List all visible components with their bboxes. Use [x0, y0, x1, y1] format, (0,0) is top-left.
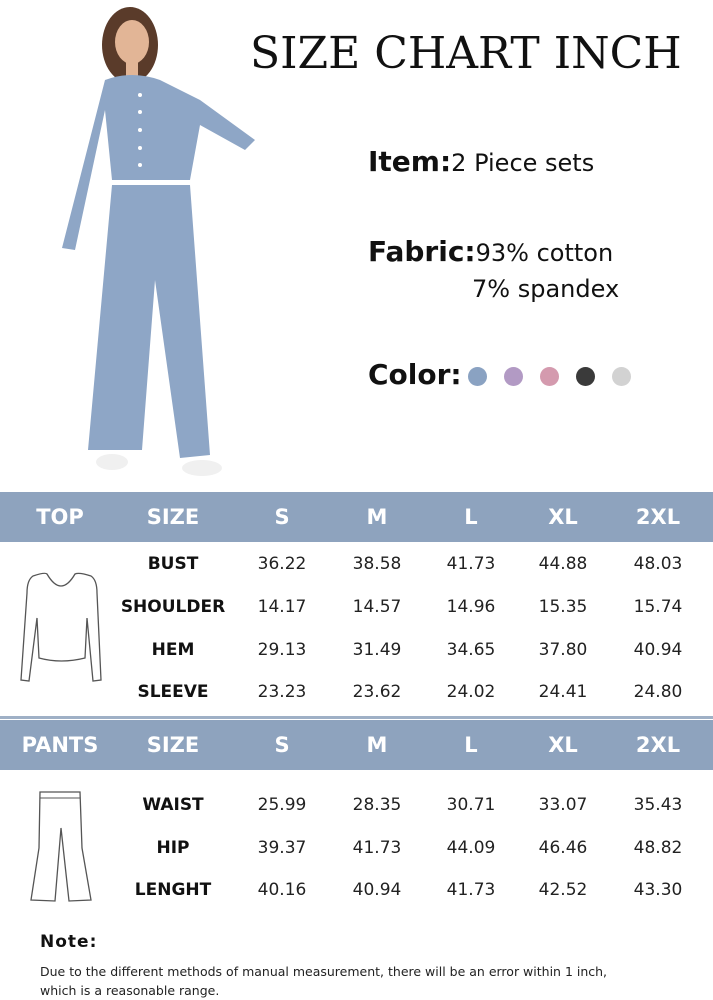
header-cell: M [366, 733, 388, 757]
item-label: Item: [368, 145, 452, 178]
pants-garment-icon [30, 791, 92, 902]
measure-value: 15.35 [538, 597, 588, 617]
header-cell: L [464, 733, 478, 757]
measure-value: 35.43 [633, 795, 683, 815]
measure-value: 25.99 [257, 795, 307, 815]
header-cell: L [464, 505, 478, 529]
header-cell: M [366, 505, 388, 529]
measure-value: 37.80 [538, 640, 588, 660]
top-table-header: TOP SIZE S M L XL 2XL [0, 492, 713, 542]
header-cell: XL [548, 505, 578, 529]
measure-value: 23.23 [257, 682, 307, 702]
divider [0, 716, 713, 719]
measure-value: 14.17 [257, 597, 307, 617]
top-garment-icon [20, 572, 102, 682]
measure-value: 40.94 [352, 880, 402, 900]
item-value: 2 Piece sets [451, 149, 595, 177]
measure-label: WAIST [142, 795, 204, 815]
measure-label: BUST [147, 554, 199, 574]
fabric-label: Fabric: [368, 235, 476, 268]
measure-value: 36.22 [257, 554, 307, 574]
measure-value: 46.46 [538, 838, 588, 858]
measure-label: HEM [151, 640, 195, 660]
measure-value: 41.73 [446, 880, 496, 900]
header-cell: SIZE [146, 505, 200, 529]
header-cell: SIZE [146, 733, 200, 757]
measure-value: 48.82 [633, 838, 683, 858]
color-label: Color: [368, 358, 462, 391]
color-swatch [612, 367, 631, 386]
measure-value: 14.57 [352, 597, 402, 617]
header-cell: XL [548, 733, 578, 757]
measure-label: SLEEVE [137, 682, 209, 702]
fabric-line1: 93% cotton [475, 239, 614, 267]
fabric-spec: Fabric:93% cotton [368, 235, 613, 268]
measure-value: 24.80 [633, 682, 683, 702]
measure-value: 24.41 [538, 682, 588, 702]
measure-value: 40.16 [257, 880, 307, 900]
measure-value: 31.49 [352, 640, 402, 660]
header-cell: 2XL [635, 733, 681, 757]
measure-value: 34.65 [446, 640, 496, 660]
measure-value: 39.37 [257, 838, 307, 858]
header-cell: TOP [36, 505, 84, 529]
measure-value: 38.58 [352, 554, 402, 574]
measure-value: 41.73 [352, 838, 402, 858]
measure-label: HIP [156, 838, 190, 858]
measure-value: 29.13 [257, 640, 307, 660]
color-swatch [576, 367, 595, 386]
item-spec: Item:2 Piece sets [368, 145, 594, 178]
color-swatch [468, 367, 487, 386]
measure-value: 40.94 [633, 640, 683, 660]
measure-value: 28.35 [352, 795, 402, 815]
color-swatch [540, 367, 559, 386]
measure-value: 41.73 [446, 554, 496, 574]
measure-value: 23.62 [352, 682, 402, 702]
measure-value: 44.09 [446, 838, 496, 858]
header-cell: S [274, 733, 290, 757]
page-title: SIZE CHART INCH [250, 28, 682, 79]
note-heading: Note: [40, 932, 98, 952]
measure-value: 33.07 [538, 795, 588, 815]
model-photo [62, 7, 255, 476]
header-cell: S [274, 505, 290, 529]
measure-value: 24.02 [446, 682, 496, 702]
measure-value: 43.30 [633, 880, 683, 900]
header-cell: 2XL [635, 505, 681, 529]
measure-value: 30.71 [446, 795, 496, 815]
fabric-line2: 7% spandex [472, 275, 620, 303]
color-swatch [504, 367, 523, 386]
measure-value: 14.96 [446, 597, 496, 617]
pants-table-header: PANTS SIZE S M L XL 2XL [0, 720, 713, 770]
header-cell: PANTS [21, 733, 99, 757]
note-line2: which is a reasonable range. [40, 983, 220, 998]
measure-value: 42.52 [538, 880, 588, 900]
measure-value: 44.88 [538, 554, 588, 574]
measure-label: SHOULDER [120, 597, 226, 617]
note-line1: Due to the different methods of manual m… [40, 964, 608, 979]
measure-value: 48.03 [633, 554, 683, 574]
measure-value: 15.74 [633, 597, 683, 617]
measure-label: LENGHT [134, 880, 212, 900]
